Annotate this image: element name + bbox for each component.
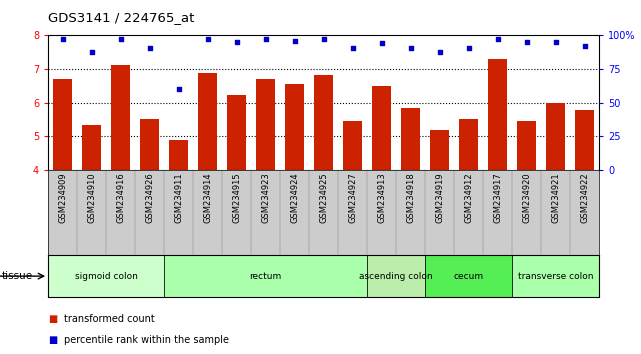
Point xyxy=(231,39,242,45)
Text: GSM234916: GSM234916 xyxy=(116,172,125,223)
Text: GSM234926: GSM234926 xyxy=(145,172,154,223)
Text: GSM234914: GSM234914 xyxy=(203,172,212,223)
Text: ■: ■ xyxy=(48,335,57,345)
Bar xyxy=(517,121,537,170)
Text: GSM234922: GSM234922 xyxy=(580,172,589,223)
Bar xyxy=(344,121,362,170)
Text: GSM234921: GSM234921 xyxy=(551,172,560,223)
Text: GSM234913: GSM234913 xyxy=(378,172,387,223)
Text: GSM234917: GSM234917 xyxy=(494,172,503,223)
Text: GSM234925: GSM234925 xyxy=(319,172,328,223)
Bar xyxy=(198,73,217,170)
Text: GSM234924: GSM234924 xyxy=(290,172,299,223)
Text: tissue: tissue xyxy=(1,271,33,281)
Bar xyxy=(372,86,391,170)
Point xyxy=(115,36,126,42)
Text: ascending colon: ascending colon xyxy=(360,272,433,281)
Bar xyxy=(314,75,333,170)
Text: GSM234919: GSM234919 xyxy=(435,172,444,223)
Text: sigmoid colon: sigmoid colon xyxy=(74,272,138,281)
Text: percentile rank within the sample: percentile rank within the sample xyxy=(64,335,229,345)
Bar xyxy=(164,255,367,297)
Point xyxy=(290,38,300,44)
Point xyxy=(319,36,329,42)
Point xyxy=(435,49,445,55)
Bar xyxy=(488,59,507,170)
Bar xyxy=(140,119,159,170)
Text: GDS3141 / 224765_at: GDS3141 / 224765_at xyxy=(48,11,194,24)
Text: GSM234927: GSM234927 xyxy=(348,172,357,223)
Bar xyxy=(53,79,72,170)
Bar xyxy=(82,125,101,170)
Bar xyxy=(425,255,512,297)
Text: ■: ■ xyxy=(48,314,57,324)
Bar xyxy=(367,255,425,297)
Point xyxy=(551,39,561,45)
Bar xyxy=(111,65,130,170)
Point xyxy=(522,39,532,45)
Bar xyxy=(227,95,246,170)
Text: GSM234920: GSM234920 xyxy=(522,172,531,223)
Text: rectum: rectum xyxy=(249,272,282,281)
Point xyxy=(493,36,503,42)
Text: transformed count: transformed count xyxy=(64,314,155,324)
Bar xyxy=(430,130,449,170)
Text: GSM234911: GSM234911 xyxy=(174,172,183,223)
Point xyxy=(174,86,184,92)
Point xyxy=(144,45,154,50)
Text: GSM234910: GSM234910 xyxy=(87,172,96,223)
Point xyxy=(87,49,97,55)
Point xyxy=(579,43,590,49)
Bar xyxy=(401,108,420,170)
Point xyxy=(463,45,474,50)
Text: transverse colon: transverse colon xyxy=(518,272,594,281)
Bar xyxy=(48,255,164,297)
Text: GSM234915: GSM234915 xyxy=(232,172,241,223)
Bar xyxy=(546,103,565,170)
Text: cecum: cecum xyxy=(454,272,484,281)
Text: GSM234912: GSM234912 xyxy=(464,172,473,223)
Text: GSM234923: GSM234923 xyxy=(261,172,270,223)
Bar xyxy=(576,110,594,170)
Point xyxy=(406,45,416,50)
Point xyxy=(260,36,271,42)
Point xyxy=(347,45,358,50)
Point xyxy=(58,36,68,42)
Bar xyxy=(256,79,275,170)
Point xyxy=(203,36,213,42)
Point xyxy=(377,41,387,46)
Bar xyxy=(460,119,478,170)
Bar xyxy=(169,140,188,170)
Text: GSM234909: GSM234909 xyxy=(58,172,67,223)
Bar xyxy=(512,255,599,297)
Bar xyxy=(285,84,304,170)
Text: GSM234918: GSM234918 xyxy=(406,172,415,223)
